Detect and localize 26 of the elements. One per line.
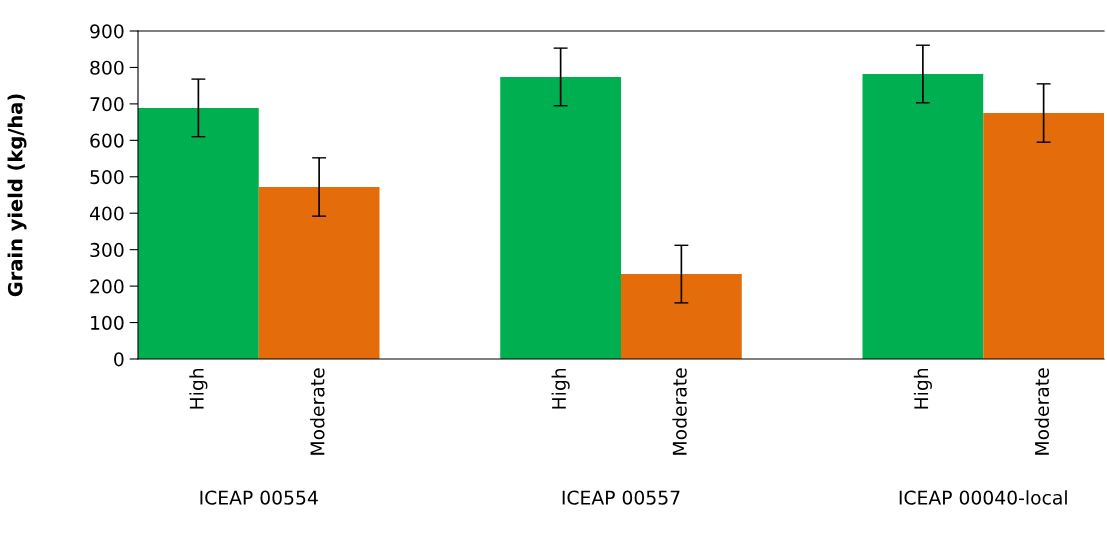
x-tick-label: Moderate xyxy=(310,368,325,455)
x-tick-label: High xyxy=(189,368,208,409)
x-tick-label: Moderate xyxy=(672,368,687,455)
x-tick-label: Moderate xyxy=(1034,368,1050,455)
x-tick-label: High xyxy=(913,368,932,409)
y-tick-label: 400 xyxy=(89,206,124,221)
text: ICEAP 00554 xyxy=(200,490,318,505)
y-tick-label: 300 xyxy=(90,242,124,258)
y-axis-title: Grain yield (kg/ha) xyxy=(7,94,27,297)
y-tick-label: 900 xyxy=(90,24,124,39)
y-tick-label: 0 xyxy=(114,352,124,367)
y-tick-label: 800 xyxy=(90,60,124,75)
y-tick-label: 500 xyxy=(90,169,124,185)
bar xyxy=(258,186,380,359)
x-tick-label: High xyxy=(551,368,570,409)
bar xyxy=(862,74,984,359)
bar xyxy=(621,274,742,359)
bar xyxy=(138,107,259,359)
text: ICEAP 00040-local xyxy=(899,490,1067,505)
text: ICEAP 00557 xyxy=(562,490,680,505)
y-tick-label: 100 xyxy=(91,315,124,330)
y-tick-label: 700 xyxy=(90,97,124,112)
y-tick-label: 600 xyxy=(90,133,124,148)
bar xyxy=(983,113,1104,359)
bar xyxy=(500,76,621,359)
y-tick-label: 200 xyxy=(90,279,124,294)
